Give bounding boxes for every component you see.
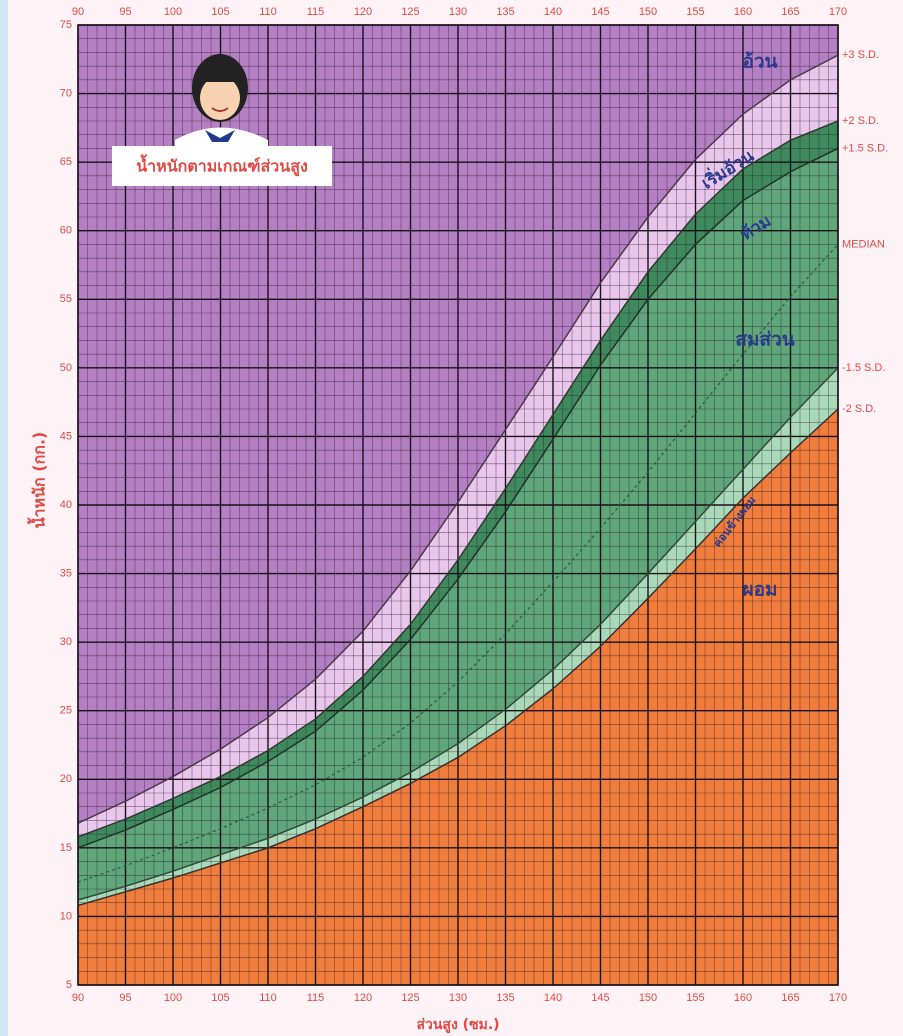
x-tick-label-top: 120 [354, 6, 372, 18]
curve-label: +1.5 S.D. [842, 142, 888, 154]
y-tick-label: 40 [60, 499, 72, 511]
curve-line [77, 367, 839, 901]
curve-label: +2 S.D. [842, 115, 879, 127]
y-tick-label: 45 [60, 430, 72, 442]
x-tick-label: 90 [72, 992, 84, 1004]
curve-label: MEDIAN [842, 238, 885, 250]
x-tick-label-top: 165 [781, 6, 799, 18]
y-tick-label: 15 [60, 842, 72, 854]
y-tick-label: 50 [60, 362, 72, 374]
curve-line [77, 244, 839, 883]
x-tick-label: 120 [354, 992, 372, 1004]
x-tick-label-top: 125 [401, 6, 419, 18]
side-strip [0, 0, 8, 1036]
x-tick-label-top: 150 [639, 6, 657, 18]
x-tick-label: 130 [449, 992, 467, 1004]
x-tick-label: 105 [211, 992, 229, 1004]
x-tick-label: 125 [401, 992, 419, 1004]
x-tick-label: 170 [829, 992, 847, 1004]
y-tick-label: 5 [66, 979, 72, 991]
curve-label: +3 S.D. [842, 49, 879, 61]
y-tick-label: 10 [60, 910, 72, 922]
y-tick-label: 30 [60, 636, 72, 648]
y-tick-label: 25 [60, 705, 72, 717]
x-tick-label-top: 90 [72, 6, 84, 18]
x-tick-label-top: 115 [307, 6, 325, 18]
chart-title: น้ำหนักตามเกณฑ์ส่วนสูง [136, 154, 308, 178]
y-tick-label: 35 [60, 567, 72, 579]
y-tick-label: 55 [60, 293, 72, 305]
y-axis-label: น้ำหนัก (กก.) [27, 432, 49, 529]
x-axis-label: ส่วนสูง (ซม.) [416, 1017, 499, 1033]
girl-illustration [175, 54, 268, 150]
x-tick-label: 160 [734, 992, 752, 1004]
title-box [112, 146, 332, 186]
curve-label: -1.5 S.D. [842, 362, 885, 374]
x-tick-label-top: 130 [449, 6, 467, 18]
y-tick-label: 75 [60, 19, 72, 31]
x-tick-label: 165 [781, 992, 799, 1004]
x-tick-label-top: 170 [829, 6, 847, 18]
plot-border [77, 24, 839, 986]
curve-line [77, 408, 839, 907]
x-tick-label-top: 160 [734, 6, 752, 18]
x-tick-label-top: 110 [259, 6, 277, 18]
x-tick-label: 155 [686, 992, 704, 1004]
x-tick-label: 135 [496, 992, 514, 1004]
y-tick-label: 20 [60, 773, 72, 785]
x-tick-label-top: 95 [119, 6, 131, 18]
plot-area [77, 24, 839, 986]
curve-line [77, 120, 839, 838]
x-tick-label: 110 [259, 992, 277, 1004]
y-tick-label: 70 [60, 87, 72, 99]
x-tick-label: 100 [164, 992, 182, 1004]
x-tick-label: 115 [307, 992, 325, 1004]
x-tick-label-top: 105 [211, 6, 229, 18]
zone-label: อ้วน [742, 51, 777, 73]
x-tick-label: 95 [119, 992, 131, 1004]
x-tick-label-top: 140 [544, 6, 562, 18]
x-tick-label-top: 145 [591, 6, 609, 18]
curve-label: -2 S.D. [842, 403, 876, 415]
x-tick-label-top: 100 [164, 6, 182, 18]
y-tick-label: 60 [60, 225, 72, 237]
x-tick-label-top: 135 [496, 6, 514, 18]
zone-label: สมส่วน [735, 329, 794, 351]
y-tick-label: 65 [60, 156, 72, 168]
curve-line [77, 147, 839, 849]
x-tick-label-top: 155 [686, 6, 704, 18]
curve-line [77, 54, 839, 824]
x-tick-label: 150 [639, 992, 657, 1004]
x-tick-label: 145 [591, 992, 609, 1004]
x-tick-label: 140 [544, 992, 562, 1004]
zone-label: ผอม [742, 579, 777, 601]
